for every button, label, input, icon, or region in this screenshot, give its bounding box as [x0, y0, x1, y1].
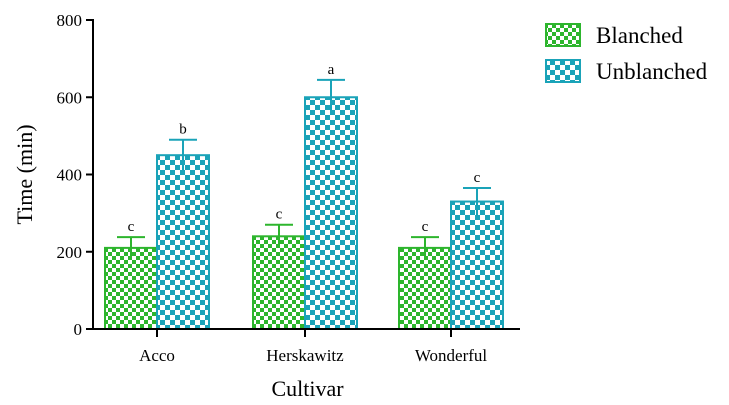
significance-label: b: [179, 122, 187, 138]
y-tick-label: 400: [57, 166, 83, 185]
plot-area: c b c a c c: [104, 62, 504, 331]
legend: Blanched Unblanched: [545, 23, 708, 84]
x-tick-label-herskawitz: Herskawitz: [266, 346, 344, 365]
bar-blanched-acco: [104, 246, 158, 330]
legend-swatch-blanched: [545, 23, 581, 47]
bar-unblanched-herskawitz: [304, 96, 358, 330]
significance-label: c: [422, 219, 429, 235]
x-tick-label-wonderful: Wonderful: [415, 346, 488, 365]
significance-label: c: [474, 170, 481, 186]
legend-label-unblanched: Unblanched: [596, 59, 708, 84]
x-axis-ticks: Acco Herskawitz Wonderful: [139, 329, 487, 365]
legend-label-blanched: Blanched: [596, 23, 683, 48]
significance-label: c: [128, 219, 135, 235]
bar-blanched-wonderful: [398, 246, 452, 330]
y-tick-label: 0: [74, 320, 83, 339]
y-tick-label: 800: [57, 11, 83, 30]
legend-swatch-unblanched: [545, 59, 581, 83]
y-tick-label: 200: [57, 243, 83, 262]
y-axis-ticks: 0 200 400 600 800: [57, 11, 93, 339]
bar-unblanched-wonderful: [450, 200, 504, 331]
bar-blanched-herskawitz: [252, 235, 306, 330]
x-axis-title: Cultivar: [271, 376, 344, 401]
significance-label: c: [276, 207, 283, 223]
bar-unblanched-acco: [156, 154, 210, 330]
y-tick-label: 600: [57, 88, 83, 107]
y-axis-title: Time (min): [12, 124, 37, 224]
x-tick-label-acco: Acco: [139, 346, 175, 365]
significance-label: a: [328, 62, 335, 78]
